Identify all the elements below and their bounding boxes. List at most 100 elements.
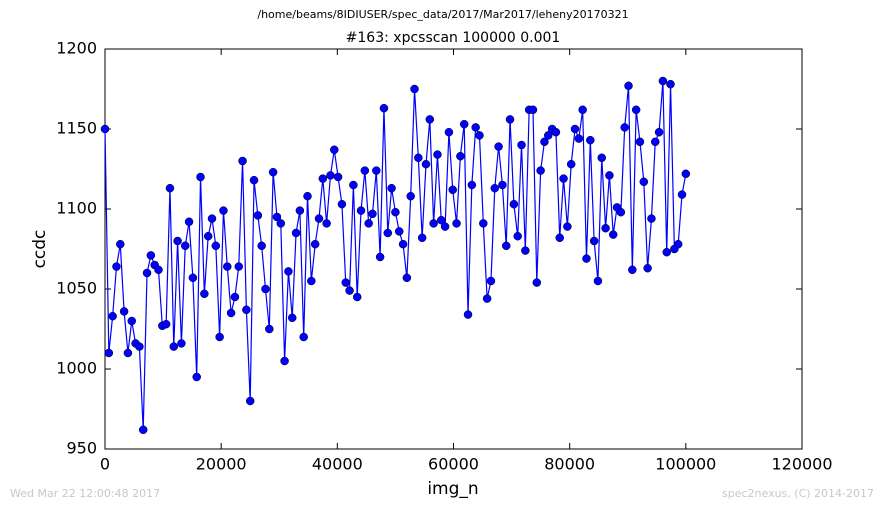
data-point xyxy=(326,171,335,180)
data-point xyxy=(272,212,282,222)
data-point xyxy=(467,180,477,190)
data-point xyxy=(532,278,542,287)
data-point xyxy=(433,150,442,159)
data-point xyxy=(501,241,511,251)
data-point xyxy=(219,206,228,215)
data-point xyxy=(463,310,473,319)
data-point xyxy=(211,241,221,251)
data-point xyxy=(566,159,576,169)
data-point xyxy=(360,166,370,175)
data-point xyxy=(261,284,270,294)
data-point xyxy=(498,180,507,190)
data-point xyxy=(268,167,278,177)
data-point xyxy=(284,267,293,276)
data-point xyxy=(429,219,438,228)
data-point xyxy=(639,177,649,187)
data-point xyxy=(601,223,610,233)
y-axis-label: ccdc xyxy=(30,230,50,269)
data-point xyxy=(368,209,377,219)
data-point xyxy=(643,263,652,273)
data-point xyxy=(593,276,603,286)
data-point xyxy=(521,246,530,255)
data-point xyxy=(589,236,599,246)
data-line xyxy=(104,80,687,430)
data-point xyxy=(161,319,171,329)
data-point xyxy=(597,153,607,163)
data-point xyxy=(582,254,591,263)
data-point xyxy=(387,183,396,193)
plot-frame xyxy=(104,48,803,450)
data-point xyxy=(410,84,419,94)
data-point xyxy=(108,311,117,321)
data-point xyxy=(226,308,236,318)
x-tick-label: 80000 xyxy=(544,455,595,474)
x-tick-label: 100000 xyxy=(655,455,716,474)
data-point xyxy=(242,305,251,315)
data-point xyxy=(100,124,110,134)
data-point xyxy=(123,348,133,358)
data-point xyxy=(505,115,515,124)
y-tick-label: 1000 xyxy=(56,359,97,378)
data-point xyxy=(330,145,339,155)
data-point xyxy=(681,169,691,179)
data-point xyxy=(238,156,247,166)
data-point xyxy=(146,251,156,260)
data-point xyxy=(234,262,243,271)
data-point xyxy=(482,294,492,303)
data-point xyxy=(265,324,274,334)
data-point xyxy=(356,206,366,215)
data-point xyxy=(586,135,595,145)
data-point xyxy=(440,222,450,231)
data-point xyxy=(345,286,354,295)
data-point xyxy=(280,356,289,366)
data-point xyxy=(647,214,656,223)
footer-right: spec2nexus, (C) 2014-2017 xyxy=(722,487,874,500)
x-tick-label: 0 xyxy=(100,455,110,474)
data-point xyxy=(563,222,572,231)
data-point xyxy=(421,159,431,169)
data-point xyxy=(215,332,224,342)
y-tick-label: 950 xyxy=(66,439,97,458)
data-point xyxy=(540,137,549,147)
data-point xyxy=(635,137,645,147)
data-point xyxy=(616,207,626,217)
data-point xyxy=(127,316,136,326)
data-point xyxy=(620,123,629,132)
data-point xyxy=(608,230,618,239)
data-point xyxy=(207,214,217,223)
data-point xyxy=(203,231,213,241)
x-tick-label: 120000 xyxy=(771,455,832,474)
x-axis-label: img_n xyxy=(427,479,478,499)
data-point xyxy=(486,276,496,286)
data-point xyxy=(318,174,328,183)
data-point xyxy=(651,137,660,147)
data-point xyxy=(180,241,190,251)
y-tick-label: 1100 xyxy=(56,199,97,218)
data-point xyxy=(142,268,152,278)
data-point xyxy=(253,211,263,220)
data-point xyxy=(119,307,129,316)
chart-title: #163: xpcsscan 100000 0.001 xyxy=(346,30,561,46)
data-point xyxy=(394,227,404,236)
data-point xyxy=(188,273,198,283)
data-point xyxy=(230,292,240,302)
data-point xyxy=(528,105,538,115)
data-point xyxy=(414,153,423,163)
data-point xyxy=(249,175,259,185)
data-point xyxy=(200,289,209,299)
data-point xyxy=(192,372,201,382)
data-point xyxy=(372,166,381,175)
y-tick-label: 1050 xyxy=(56,279,97,298)
footer-left: Wed Mar 22 12:00:48 2017 xyxy=(10,487,160,500)
data-point xyxy=(406,191,415,201)
data-point xyxy=(177,339,186,348)
data-point xyxy=(456,151,465,161)
data-point xyxy=(116,239,125,249)
data-point xyxy=(364,219,373,228)
data-point xyxy=(223,262,232,271)
data-point xyxy=(471,123,480,132)
data-point xyxy=(257,241,266,251)
data-point xyxy=(658,76,668,86)
x-tick-label: 20000 xyxy=(196,455,247,474)
data-point xyxy=(314,214,324,223)
